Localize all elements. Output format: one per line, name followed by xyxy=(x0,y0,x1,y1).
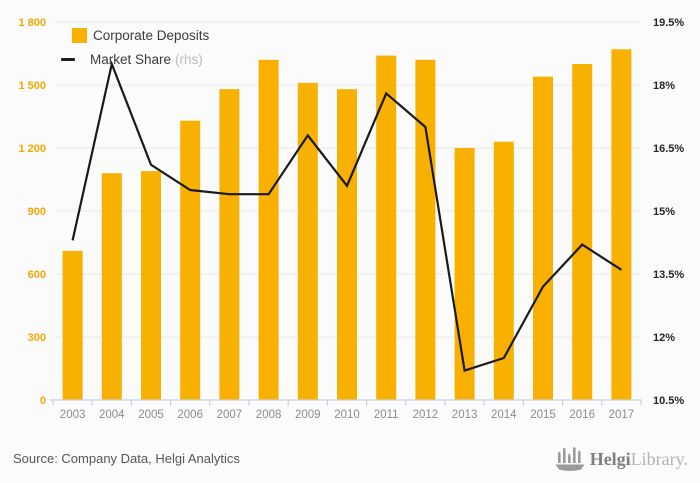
y-axis-tick-label-left: 900 xyxy=(28,206,46,218)
y-axis-tick-label-left: 1 800 xyxy=(18,17,46,29)
x-axis-tick-label: 2003 xyxy=(60,409,86,421)
x-axis-tick-label: 2004 xyxy=(99,409,125,421)
bar-2010 xyxy=(337,89,357,400)
bar-2013 xyxy=(454,148,475,400)
legend-line-swatch-icon xyxy=(61,57,75,61)
chart-canvas: 1 800 1 500 1 200 900 600 300 0 19.5% 18% 16.5% 15… xyxy=(18,17,684,421)
x-axis-tick-label: 2005 xyxy=(138,409,164,421)
x-axis-tick-label: 2010 xyxy=(334,409,360,421)
bar-2015 xyxy=(533,76,553,400)
y-axis-tick-label-left: 300 xyxy=(28,332,46,344)
x-axis-tick-label: 2008 xyxy=(256,409,282,421)
x-axis-tick-label: 2009 xyxy=(295,409,321,421)
y-axis-tick-label-left: 1 200 xyxy=(18,143,46,155)
legend-bar-swatch-icon xyxy=(72,27,87,43)
chart-footer: Source: Company Data, Helgi Analytics He… xyxy=(0,435,700,483)
helgi-library-logo: HelgiLibrary. xyxy=(555,445,688,473)
logo-text-library: Library. xyxy=(630,448,688,469)
logo-text-helgi: Helgi xyxy=(589,448,631,469)
chart-legend: Corporate Deposits Market Share (rhs) xyxy=(61,23,209,71)
bar-2008 xyxy=(258,59,279,401)
bar-2004 xyxy=(101,173,122,400)
y-axis-tick-label-left: 600 xyxy=(28,269,46,281)
x-axis-tick-label: 2006 xyxy=(177,409,203,421)
market-share-line xyxy=(71,60,622,373)
bar-2007 xyxy=(219,89,240,400)
y-axis-tick-label-right: 19.5% xyxy=(653,17,684,29)
x-axis-tick-label: 2017 xyxy=(609,409,635,421)
y-axis-tick-label-left: 1 500 xyxy=(18,80,46,92)
x-axis-tick-label: 2012 xyxy=(413,409,439,421)
bar-2009 xyxy=(297,82,318,401)
legend-item-market-share: Market Share (rhs) xyxy=(61,47,209,71)
legend-item-corporate-deposits: Corporate Deposits xyxy=(61,23,209,47)
bar-2014 xyxy=(493,141,514,400)
bar-2017 xyxy=(611,49,632,401)
legend-item-label-suffix: (rhs) xyxy=(175,51,203,67)
y-axis-tick-label-right: 16.5% xyxy=(653,143,684,155)
y-axis-tick-label-left: 0 xyxy=(40,395,46,407)
bar-2016 xyxy=(572,64,593,400)
y-axis-tick-label-right: 15% xyxy=(653,206,675,218)
x-axis-tick-label: 2014 xyxy=(491,409,517,421)
x-axis-tick-label: 2013 xyxy=(452,409,478,421)
x-axis-tick-label: 2007 xyxy=(217,409,243,421)
y-axis-tick-label-right: 10.5% xyxy=(653,395,684,407)
source-caption: Source: Company Data, Helgi Analytics xyxy=(13,451,240,466)
bar-2005 xyxy=(141,171,161,400)
y-axis-tick-label-right: 18% xyxy=(653,80,675,92)
bar-2006 xyxy=(180,120,201,400)
chart-area: 1 800 1 500 1 200 900 600 300 0 19.5% 18% 16.5% 15… xyxy=(18,17,684,421)
logo-wordmark: HelgiLibrary. xyxy=(590,449,688,470)
bar-2011 xyxy=(376,55,397,400)
x-axis-tick-label: 2016 xyxy=(569,409,595,421)
legend-item-label: Market Share xyxy=(90,51,172,67)
legend-item-label: Corporate Deposits xyxy=(93,27,210,43)
bar-2012 xyxy=(415,59,436,401)
x-axis-tick-label: 2015 xyxy=(530,409,556,421)
ship-bar-chart-icon xyxy=(555,447,585,471)
x-axis-tick-label: 2011 xyxy=(374,409,399,421)
bar-2003 xyxy=(62,250,83,400)
y-axis-tick-label-right: 12% xyxy=(653,332,675,344)
y-axis-tick-label-right: 13.5% xyxy=(653,269,684,281)
